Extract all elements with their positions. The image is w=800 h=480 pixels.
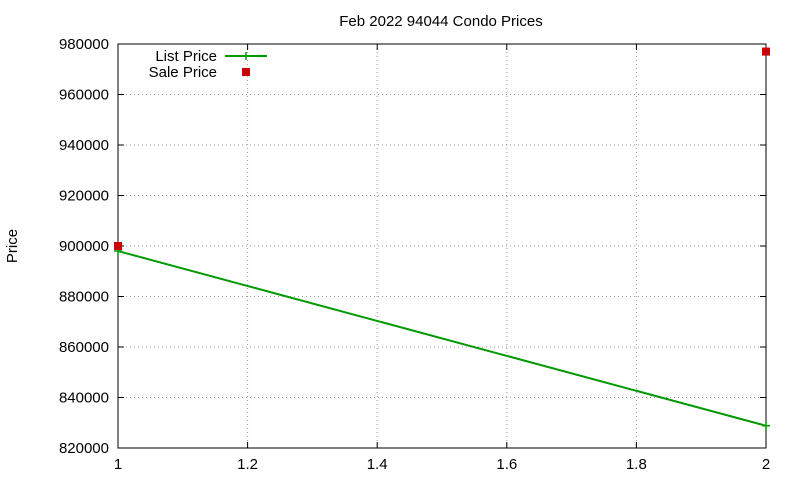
y-tick-label: 880000 — [59, 289, 109, 306]
legend-label: List Price — [155, 48, 217, 65]
y-tick-label: 920000 — [59, 188, 109, 205]
chart-title: Feb 2022 94044 Condo Prices — [339, 13, 542, 30]
x-tick-label: 1.6 — [496, 456, 517, 473]
axis-ticks: 1 1.2 1.4 1.6 1.8 2 820000 840000 860000 880000 90… — [59, 36, 770, 473]
x-tick-label: 1.8 — [626, 456, 647, 473]
sale-price-point — [114, 242, 122, 250]
sale-price-point — [762, 47, 770, 56]
x-tick-label: 1.2 — [237, 456, 258, 473]
y-tick-label: 900000 — [59, 238, 109, 255]
legend-point-swatch — [242, 68, 250, 76]
list-price-point — [762, 421, 770, 430]
y-tick-label: 840000 — [59, 390, 109, 407]
y-tick-label: 940000 — [59, 137, 109, 154]
y-tick-label: 960000 — [59, 87, 109, 104]
series-line-list-price — [117, 250, 767, 427]
x-tick-label: 1 — [114, 456, 122, 473]
y-tick-label: 820000 — [59, 440, 109, 457]
x-tick-label: 2 — [762, 456, 770, 473]
series-layer — [114, 47, 770, 430]
grid — [118, 44, 766, 448]
y-tick-label: 980000 — [59, 36, 109, 53]
y-axis-label: Price — [4, 229, 21, 263]
legend-label: Sale Price — [149, 64, 217, 81]
x-tick-label: 1.4 — [367, 456, 388, 473]
y-tick-label: 860000 — [59, 339, 109, 356]
